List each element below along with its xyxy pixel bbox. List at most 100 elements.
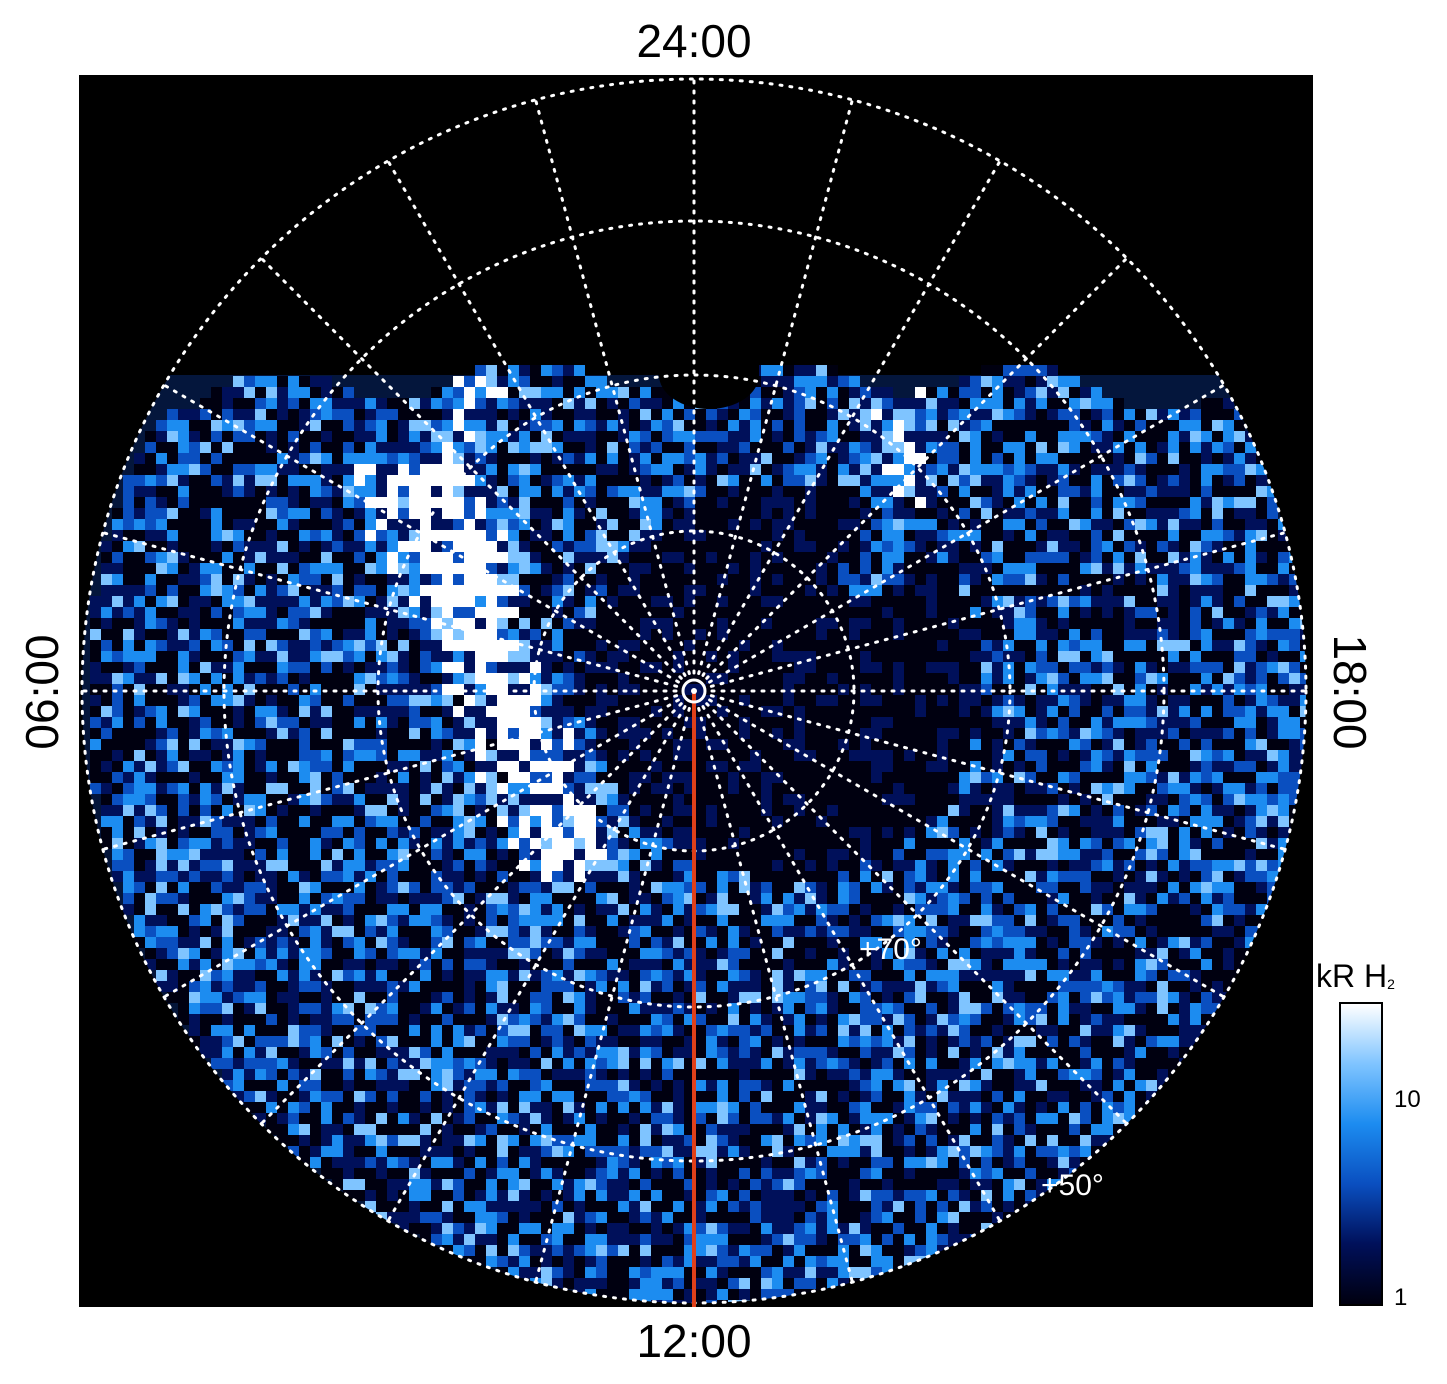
- emission-pixel: [1256, 728, 1267, 739]
- emission-pixel: [1223, 860, 1234, 871]
- emission-pixel: [90, 662, 101, 673]
- emission-pixel: [420, 651, 431, 662]
- emission-pixel: [1201, 761, 1212, 772]
- emission-pixel: [1036, 508, 1047, 521]
- emission-pixel: [904, 761, 915, 772]
- emission-pixel: [706, 827, 717, 838]
- emission-pixel: [464, 409, 475, 423]
- emission-pixel: [893, 849, 904, 860]
- emission-pixel: [1124, 673, 1135, 684]
- emission-pixel: [871, 706, 882, 717]
- emission-pixel: [717, 816, 728, 827]
- emission-pixel: [508, 761, 519, 772]
- emission-pixel: [519, 750, 530, 761]
- emission-pixel: [1278, 673, 1289, 684]
- emission-pixel: [1102, 662, 1113, 673]
- emission-pixel: [706, 838, 717, 849]
- emission-pixel: [332, 409, 343, 421]
- emission-pixel: [156, 695, 167, 706]
- emission-pixel: [464, 827, 475, 838]
- emission-pixel: [475, 882, 486, 893]
- emission-pixel: [1047, 420, 1058, 436]
- emission-pixel: [431, 882, 442, 893]
- emission-pixel: [211, 695, 222, 706]
- emission-pixel: [816, 805, 827, 816]
- emission-pixel: [662, 453, 673, 470]
- emission-pixel: [937, 750, 948, 761]
- emission-pixel: [178, 673, 189, 684]
- emission-pixel: [343, 398, 354, 413]
- emission-pixel: [112, 673, 123, 684]
- emission-pixel: [915, 860, 926, 871]
- emission-pixel: [673, 574, 684, 586]
- emission-pixel: [508, 849, 519, 860]
- emission-pixel: [596, 431, 607, 453]
- emission-pixel: [1003, 783, 1014, 794]
- emission-pixel: [266, 409, 277, 422]
- emission-pixel: [310, 409, 321, 426]
- emission-pixel: [794, 761, 805, 772]
- emission-pixel: [970, 772, 981, 783]
- emission-pixel: [145, 805, 156, 816]
- emission-pixel: [1256, 684, 1267, 695]
- emission-pixel: [1102, 717, 1113, 728]
- emission-pixel: [992, 827, 1003, 838]
- emission-pixel: [233, 508, 244, 521]
- emission-pixel: [1102, 882, 1113, 893]
- emission-pixel: [827, 849, 838, 860]
- emission-pixel: [442, 772, 453, 783]
- emission-pixel: [145, 651, 156, 662]
- emission-pixel: [464, 442, 475, 462]
- emission-pixel: [222, 794, 233, 805]
- emission-pixel: [508, 684, 519, 695]
- emission-pixel: [497, 717, 508, 728]
- emission-pixel: [860, 739, 871, 750]
- emission-pixel: [1113, 662, 1124, 673]
- emission-pixel: [343, 827, 354, 838]
- emission-pixel: [277, 475, 288, 494]
- emission-pixel: [475, 497, 486, 515]
- emission-pixel: [1267, 706, 1278, 717]
- emission-pixel: [1245, 695, 1256, 706]
- emission-pixel: [1113, 717, 1124, 728]
- emission-pixel: [695, 640, 706, 651]
- emission-pixel: [1003, 519, 1014, 532]
- emission-pixel: [640, 464, 651, 481]
- emission-pixel: [827, 805, 838, 816]
- emission-pixel: [1014, 761, 1025, 772]
- emission-pixel: [332, 431, 343, 445]
- local-time-label-left: 06:00: [16, 634, 68, 750]
- emission-pixel: [1069, 717, 1080, 728]
- emission-pixel: [1113, 486, 1124, 507]
- emission-pixel: [959, 398, 970, 417]
- emission-pixel: [1080, 651, 1091, 662]
- emission-pixel: [167, 816, 178, 827]
- emission-pixel: [255, 706, 266, 717]
- emission-pixel: [992, 695, 1003, 706]
- emission-pixel: [827, 673, 838, 684]
- emission-pixel: [398, 431, 409, 444]
- emission-pixel: [167, 882, 178, 893]
- emission-pixel: [156, 640, 167, 651]
- emission-pixel: [827, 882, 838, 893]
- emission-pixel: [926, 717, 937, 728]
- emission-pixel: [1113, 728, 1124, 739]
- emission-pixel: [871, 717, 882, 728]
- emission-pixel: [288, 816, 299, 827]
- emission-pixel: [1212, 772, 1223, 783]
- emission-pixel: [475, 816, 486, 827]
- emission-pixel: [497, 739, 508, 750]
- emission-pixel: [409, 409, 420, 424]
- emission-pixel: [706, 794, 717, 805]
- emission-pixel: [508, 662, 519, 673]
- emission-pixel: [1245, 651, 1256, 662]
- emission-pixel: [442, 860, 453, 871]
- emission-pixel: [200, 662, 211, 673]
- emission-pixel: [475, 860, 486, 871]
- emission-pixel: [486, 673, 497, 684]
- emission-pixel: [145, 761, 156, 772]
- emission-pixel: [1245, 871, 1256, 882]
- emission-pixel: [244, 552, 255, 564]
- emission-pixel: [805, 816, 816, 827]
- emission-pixel: [123, 695, 134, 706]
